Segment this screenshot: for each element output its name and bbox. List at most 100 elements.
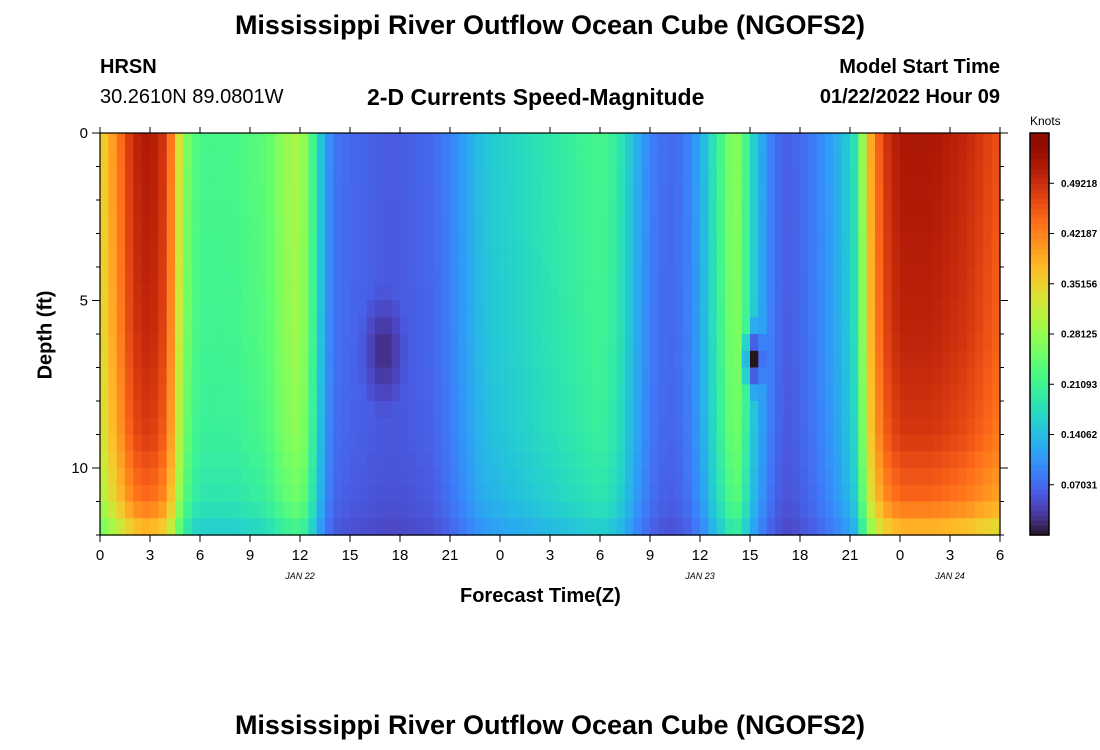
heatmap-cell: [958, 484, 968, 503]
heatmap-cell: [583, 468, 593, 486]
heatmap-cell: [141, 267, 151, 285]
heatmap-cell: [266, 451, 276, 469]
heatmap-cell: [683, 233, 693, 251]
heatmap-cell: [291, 434, 301, 452]
heatmap-cell: [808, 334, 818, 352]
heatmap-cell: [875, 367, 884, 385]
heatmap-cell: [383, 501, 393, 519]
heatmap-cell: [158, 518, 168, 536]
heatmap-cell: [800, 417, 809, 436]
heatmap-cell: [750, 200, 759, 218]
heatmap-cell: [500, 317, 509, 335]
heatmap-cell: [333, 166, 343, 184]
heatmap-cell: [716, 233, 726, 251]
colorbar-swatch: [1030, 329, 1049, 335]
heatmap-cell: [891, 183, 901, 201]
heatmap-cell: [608, 484, 618, 503]
heatmap-cell: [458, 384, 468, 402]
heatmap-cell: [266, 317, 276, 335]
heatmap-cell: [583, 367, 593, 385]
heatmap-cell: [533, 518, 543, 536]
heatmap-cell: [725, 216, 734, 235]
heatmap-cell: [750, 166, 759, 184]
heatmap-cell: [416, 183, 426, 201]
heatmap-cell: [766, 401, 776, 419]
heatmap-cell: [241, 518, 251, 536]
heatmap-cell: [825, 183, 834, 201]
heatmap-cell: [100, 166, 109, 184]
heatmap-cell: [216, 166, 226, 184]
colorbar-swatch: [1030, 509, 1049, 516]
heatmap-cell: [150, 334, 159, 352]
heatmap-cell: [450, 451, 459, 469]
heatmap-cell: [316, 417, 326, 436]
heatmap-cell: [191, 216, 201, 235]
heatmap-cell: [433, 434, 443, 452]
heatmap-cell: [566, 518, 576, 536]
heatmap-cell: [683, 367, 693, 385]
heatmap-cell: [583, 384, 593, 402]
heatmap-cell: [758, 334, 768, 352]
heatmap-cell: [266, 233, 276, 251]
heatmap-cell: [508, 200, 518, 218]
heatmap-cell: [658, 384, 668, 402]
heatmap-cell: [741, 350, 751, 369]
heatmap-cell: [933, 434, 943, 452]
heatmap-cell: [883, 300, 893, 318]
heatmap-cell: [233, 417, 243, 436]
heatmap-cell: [950, 334, 959, 352]
heatmap-cell: [700, 317, 709, 335]
heatmap-cell: [166, 468, 176, 486]
heatmap-cell: [950, 434, 959, 452]
heatmap-cell: [558, 401, 568, 419]
heatmap-cell: [641, 250, 651, 268]
heatmap-cell: [600, 401, 609, 419]
heatmap-cell: [408, 283, 418, 302]
heatmap-cell: [225, 334, 234, 352]
colorbar-swatch: [1030, 519, 1049, 526]
heatmap-cell: [158, 149, 168, 168]
heatmap-cell: [991, 367, 1001, 385]
heatmap-cell: [666, 133, 676, 151]
colorbar-swatch: [1030, 288, 1049, 295]
heatmap-cell: [525, 501, 534, 519]
heatmap-cell: [933, 267, 943, 285]
heatmap-cell: [875, 133, 884, 151]
heatmap-cell: [891, 484, 901, 503]
heatmap-cell: [516, 267, 526, 285]
heatmap-cell: [958, 149, 968, 168]
heatmap-cell: [266, 468, 276, 486]
heatmap-cell: [416, 317, 426, 335]
heatmap-cell: [300, 417, 309, 436]
heatmap-cell: [391, 417, 401, 436]
heatmap-cell: [625, 216, 634, 235]
heatmap-cell: [600, 250, 609, 268]
heatmap-cell: [416, 350, 426, 369]
heatmap-cell: [683, 484, 693, 503]
heatmap-cell: [716, 216, 726, 235]
heatmap-cell: [791, 166, 801, 184]
heatmap-cell: [925, 401, 934, 419]
x-tick-label: 12: [692, 547, 709, 564]
heatmap-cell: [458, 350, 468, 369]
heatmap-cell: [933, 334, 943, 352]
heatmap-cell: [316, 434, 326, 452]
heatmap-cell: [250, 133, 259, 151]
heatmap-cell: [591, 283, 601, 302]
heatmap-cell: [516, 334, 526, 352]
heatmap-cell: [883, 267, 893, 285]
colorbar-tick-label: 0.07031: [1061, 480, 1098, 491]
heatmap-cell: [516, 417, 526, 436]
heatmap-cell: [225, 166, 234, 184]
heatmap-cell: [725, 417, 734, 436]
heatmap-cell: [408, 401, 418, 419]
heatmap-cell: [533, 451, 543, 469]
y-tick-label: 10: [71, 460, 88, 477]
heatmap-cell: [291, 149, 301, 168]
heatmap-cell: [591, 518, 601, 536]
heatmap-cell: [650, 384, 659, 402]
heatmap-cell: [791, 384, 801, 402]
heatmap-cell: [691, 384, 701, 402]
heatmap-cell: [266, 501, 276, 519]
heatmap-cell: [875, 451, 884, 469]
